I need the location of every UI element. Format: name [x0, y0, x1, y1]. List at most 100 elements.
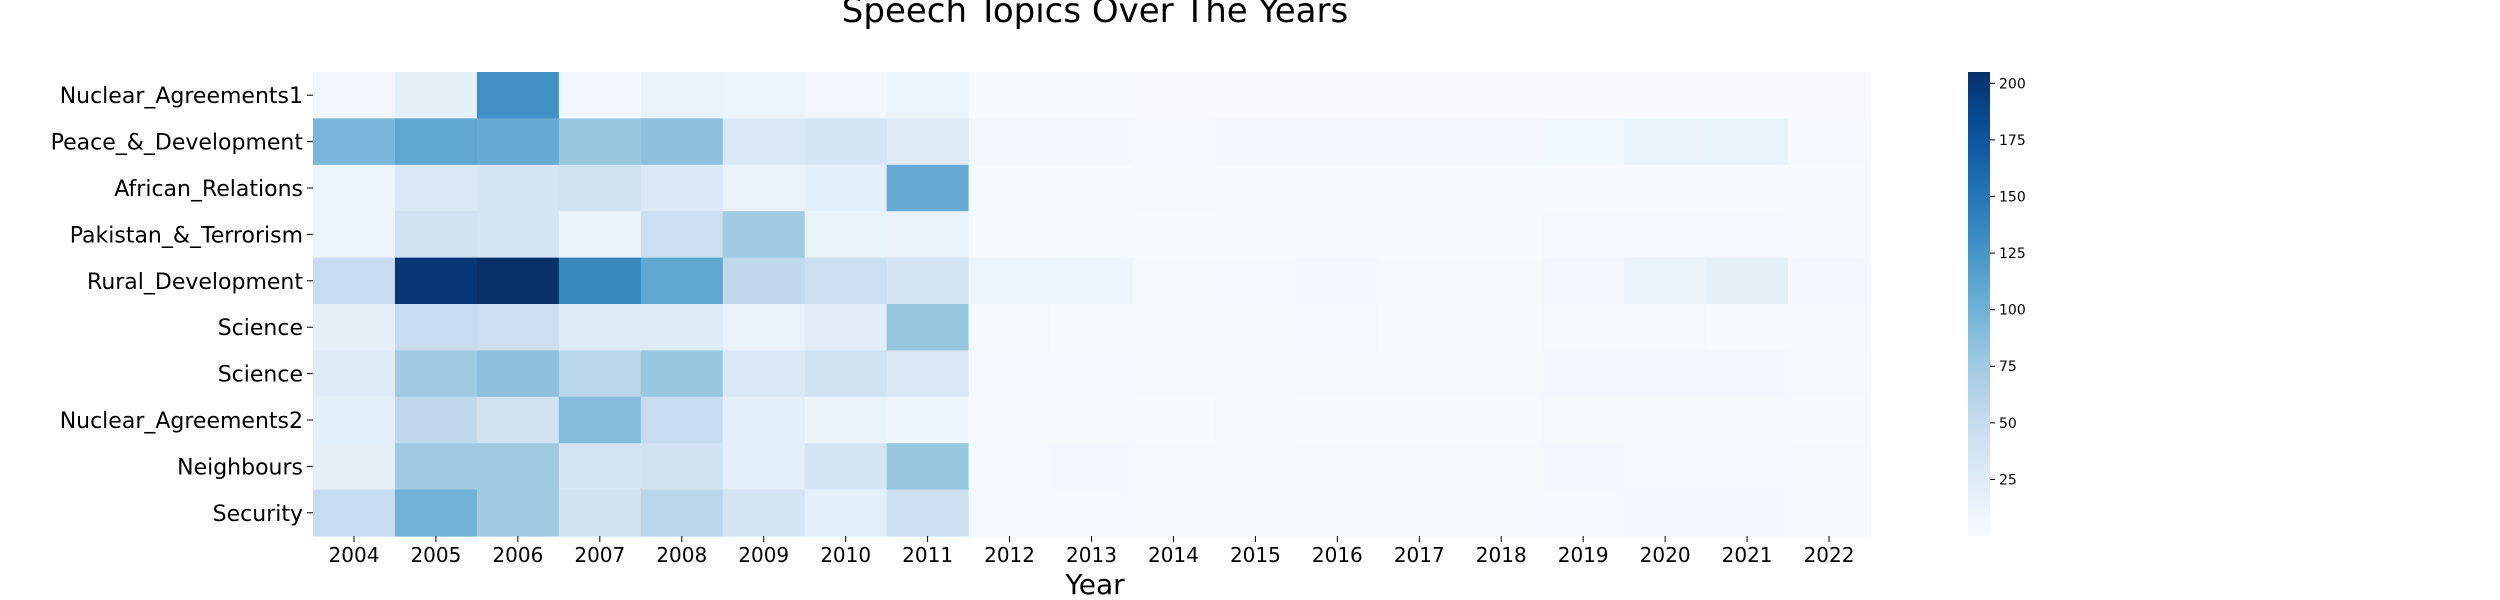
heatmap-cell: [1542, 257, 1625, 305]
heatmap-cell: [313, 72, 396, 119]
x-tick-label: 2019: [1558, 543, 1609, 567]
heatmap-cell: [640, 350, 724, 398]
heatmap-cell: [1706, 304, 1789, 351]
x-tick-label: 2013: [1066, 543, 1117, 567]
heatmap-cell: [1460, 443, 1543, 491]
heatmap-cell: [476, 350, 560, 398]
heatmap-cell: [1050, 118, 1134, 166]
heatmap-cell: [1132, 72, 1216, 119]
heatmap-cell: [886, 211, 970, 259]
heatmap-cell: [1706, 443, 1789, 491]
heatmap-cell: [968, 304, 1052, 351]
heatmap-cell: [1378, 118, 1461, 166]
heatmap-cell: [722, 164, 806, 212]
heatmap-cell: [722, 350, 806, 398]
x-tick-label: 2010: [820, 543, 871, 567]
x-tick-label: 2015: [1230, 543, 1281, 567]
heatmap-cell: [1706, 257, 1789, 305]
heatmap-cell: [1296, 304, 1379, 351]
heatmap-cell: [1378, 164, 1461, 212]
heatmap-cell: [1378, 489, 1461, 537]
heatmap-cell: [968, 164, 1052, 212]
heatmap-cell: [1624, 489, 1707, 537]
y-tick-label: Rural_Development: [87, 270, 303, 295]
heatmap-cell: [968, 396, 1052, 444]
heatmap-cell: [804, 443, 888, 491]
heatmap-cell: [1296, 164, 1379, 212]
heatmap-cell: [1214, 118, 1297, 166]
heatmap-cell: [1460, 164, 1543, 212]
heatmap-cell: [476, 118, 560, 166]
heatmap-cell: [1542, 164, 1625, 212]
heatmap-cell: [558, 118, 642, 166]
y-axis-tick-labels: Nuclear_Agreements1 Peace_&_Development Af…: [51, 84, 313, 527]
heatmap-cell: [968, 350, 1052, 398]
heatmap-cell: [1706, 396, 1789, 444]
heatmap-cell: [886, 489, 970, 537]
x-tick-label: 2005: [410, 543, 461, 567]
heatmap-cell: [1788, 443, 1871, 491]
heatmap-cell: [1296, 72, 1379, 119]
heatmap-cell: [722, 443, 806, 491]
heatmap-cell: [1214, 396, 1297, 444]
heatmap-cell: [1706, 72, 1789, 119]
x-tick-label: 2007: [574, 543, 625, 567]
heatmap-cell: [1378, 72, 1461, 119]
heatmap-cell: [1788, 72, 1871, 119]
heatmap-cell: [1624, 72, 1707, 119]
heatmap-cell: [558, 350, 642, 398]
heatmap-cell: [313, 443, 396, 491]
x-tick-label: 2009: [738, 543, 789, 567]
heatmap-cell: [1050, 164, 1134, 212]
x-tick-label: 2012: [984, 543, 1035, 567]
heatmap-cell: [1132, 211, 1216, 259]
y-tick-label: Neighbours: [177, 455, 303, 480]
heatmap-cell: [968, 118, 1052, 166]
heatmap-cell: [1624, 350, 1707, 398]
x-tick-label: 2008: [656, 543, 707, 567]
x-tick-label: 2016: [1312, 543, 1363, 567]
x-axis-tick-labels: 2004 2005 2006 2007 2008 2009 2010 2011 2012 2013…: [329, 536, 1854, 567]
heatmap-cell: [476, 304, 560, 351]
colorbar-tick-label: 175: [1999, 133, 2026, 149]
heatmap-cell: [394, 350, 478, 398]
heatmap-cell: [886, 257, 970, 305]
heatmap-cell: [1624, 443, 1707, 491]
x-tick-label: 2014: [1148, 543, 1199, 567]
heatmap-cell: [1788, 118, 1871, 166]
heatmap-cell: [1706, 211, 1789, 259]
heatmap-cell: [1296, 118, 1379, 166]
heatmap-cell: [722, 396, 806, 444]
heatmap-cell: [1460, 72, 1543, 119]
heatmap-cell: [722, 257, 806, 305]
heatmap-cell: [886, 443, 970, 491]
heatmap-cell: [968, 489, 1052, 537]
heatmap-cell: [804, 304, 888, 351]
heatmap-cell: [558, 396, 642, 444]
heatmap-cell: [1542, 396, 1625, 444]
colorbar: 25 50 75 100 125 150 175 200: [1968, 72, 2026, 536]
heatmap-cell: [968, 72, 1052, 119]
y-tick-label: Science: [218, 363, 303, 388]
x-tick-label: 2004: [329, 543, 380, 567]
heatmap-cell: [558, 211, 642, 259]
heatmap-cell: [886, 350, 970, 398]
heatmap-cell: [640, 304, 724, 351]
heatmap-cell: [1132, 443, 1216, 491]
heatmap-cell: [476, 489, 560, 537]
heatmap-cell: [1132, 257, 1216, 305]
x-tick-label: 2020: [1640, 543, 1691, 567]
colorbar-tick-label: 25: [1999, 472, 2017, 488]
heatmap-cell: [886, 118, 970, 166]
heatmap-cell: [313, 164, 396, 212]
heatmap-cell: [1050, 211, 1134, 259]
heatmap-cell: [640, 72, 724, 119]
heatmap-cell: [1296, 257, 1379, 305]
heatmap-cell: [804, 396, 888, 444]
chart-title: Speech Topics Over The Years: [842, 0, 1348, 31]
heatmap-cell: [1132, 396, 1216, 444]
heatmap-cell: [558, 489, 642, 537]
x-tick-label: 2006: [492, 543, 543, 567]
heatmap-cell: [1378, 396, 1461, 444]
heatmap-cell: [1378, 443, 1461, 491]
